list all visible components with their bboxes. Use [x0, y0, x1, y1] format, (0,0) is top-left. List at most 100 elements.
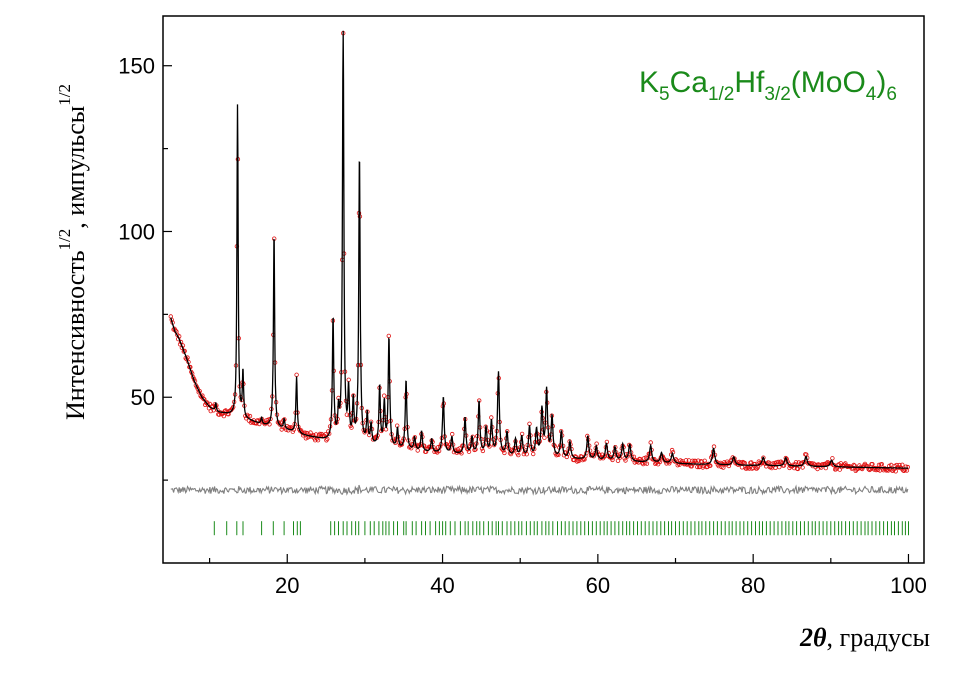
- observed-point: [527, 421, 532, 426]
- observed-point: [657, 459, 663, 465]
- observed-point: [905, 464, 910, 470]
- observed-point: [221, 413, 227, 419]
- observed-point: [480, 448, 486, 454]
- observed-point: [800, 465, 805, 470]
- compound-subscript: 5: [659, 84, 670, 105]
- observed-point: [267, 422, 272, 427]
- calculated-profile: [170, 30, 909, 469]
- observed-point: [325, 436, 330, 442]
- observed-point: [294, 372, 299, 377]
- observed-point: [623, 458, 628, 463]
- observed-point: [450, 431, 455, 437]
- x-axis-label: 2θ, градусы: [799, 623, 930, 652]
- calculated-line: [170, 30, 909, 469]
- difference-line: [170, 484, 909, 496]
- y-axis-label-sup1: 1/2: [55, 229, 74, 251]
- observed-point: [643, 455, 649, 460]
- observed-point: [349, 425, 354, 430]
- observed-point: [876, 462, 882, 468]
- y-axis-label-part1: Интенсивность: [61, 250, 90, 420]
- compound-text: K: [639, 66, 659, 99]
- observed-point: [901, 468, 907, 473]
- reflection-markers: [213, 521, 909, 536]
- y-tick-label: 150: [118, 54, 155, 79]
- plot-frame: [162, 15, 925, 564]
- observed-point: [815, 466, 820, 472]
- observed-point: [501, 448, 506, 453]
- observed-point: [574, 459, 580, 464]
- observed-point: [897, 462, 902, 468]
- observed-point: [434, 449, 439, 454]
- x-tick-label: 60: [586, 573, 610, 598]
- y-tick-label: 50: [131, 385, 155, 410]
- compound-text: Ca: [670, 66, 709, 99]
- observed-point: [489, 415, 494, 420]
- observed-point: [761, 455, 766, 460]
- observed-point: [752, 461, 758, 467]
- observed-point: [247, 413, 253, 419]
- observed-point: [502, 450, 507, 456]
- observed-point: [415, 448, 420, 453]
- y-axis-label: Интенсивность1/2, импульсы1/2: [55, 84, 90, 420]
- x-tick-label: 20: [275, 573, 299, 598]
- compound-subscript: 3/2: [764, 84, 790, 105]
- observed-point: [843, 461, 848, 466]
- observed-point: [630, 457, 636, 462]
- compound-subscript: 4: [866, 84, 877, 105]
- observed-point: [776, 459, 781, 465]
- observed-point: [695, 464, 700, 470]
- observed-point: [708, 463, 713, 468]
- observed-point: [279, 427, 284, 432]
- x-axis-symbol: 2θ: [799, 623, 827, 652]
- x-axis-label-rest: , градусы: [827, 623, 930, 652]
- x-tick-label: 80: [741, 573, 765, 598]
- x-tick-label: 100: [890, 573, 927, 598]
- observed-point: [208, 408, 213, 414]
- compound-label: K5Ca1/2Hf3/2(MoO4)6: [639, 66, 897, 105]
- observed-point: [308, 430, 313, 435]
- observed-point: [386, 333, 391, 339]
- observed-point: [383, 427, 389, 432]
- observed-point: [683, 458, 689, 463]
- observed-point: [870, 462, 875, 467]
- observed-point: [669, 447, 675, 453]
- observed-point: [382, 393, 387, 398]
- observed-point: [879, 462, 884, 467]
- y-axis-ticks: 50 100 150: [118, 54, 172, 481]
- observed-point: [290, 429, 295, 434]
- observed-point: [865, 464, 870, 469]
- observed-point: [893, 469, 898, 474]
- observed-point: [344, 412, 350, 417]
- observed-point: [783, 455, 788, 461]
- observed-point: [542, 435, 547, 440]
- observed-point: [615, 458, 621, 463]
- observed-point: [644, 461, 650, 466]
- observed-point: [531, 451, 536, 457]
- observed-point: [315, 438, 321, 443]
- y-axis-label-sup2: 1/2: [55, 84, 74, 106]
- x-tick-label: 40: [430, 573, 454, 598]
- difference-curve: [170, 484, 909, 496]
- observed-point: [739, 465, 745, 470]
- observed-point: [215, 407, 220, 412]
- observed-point: [702, 458, 707, 463]
- observed-point: [773, 465, 778, 470]
- observed-point: [516, 452, 521, 458]
- compound-text: (MoO: [791, 66, 866, 99]
- y-tick-label: 100: [118, 219, 155, 244]
- compound-text: Hf: [734, 66, 765, 99]
- observed-point: [521, 451, 527, 457]
- observed-point: [900, 462, 905, 467]
- observed-point: [721, 465, 726, 470]
- observed-point: [346, 377, 351, 382]
- observed-point: [690, 458, 695, 463]
- observed-point: [684, 462, 690, 467]
- observed-point: [793, 460, 799, 465]
- observed-point: [884, 468, 889, 473]
- observed-point: [524, 452, 529, 457]
- compound-subscript: 6: [886, 84, 897, 105]
- x-axis-ticks: 20 40 60 80 100: [208, 554, 927, 598]
- compound-text: ): [876, 66, 886, 99]
- y-axis-label-part2: , импульсы: [61, 106, 90, 229]
